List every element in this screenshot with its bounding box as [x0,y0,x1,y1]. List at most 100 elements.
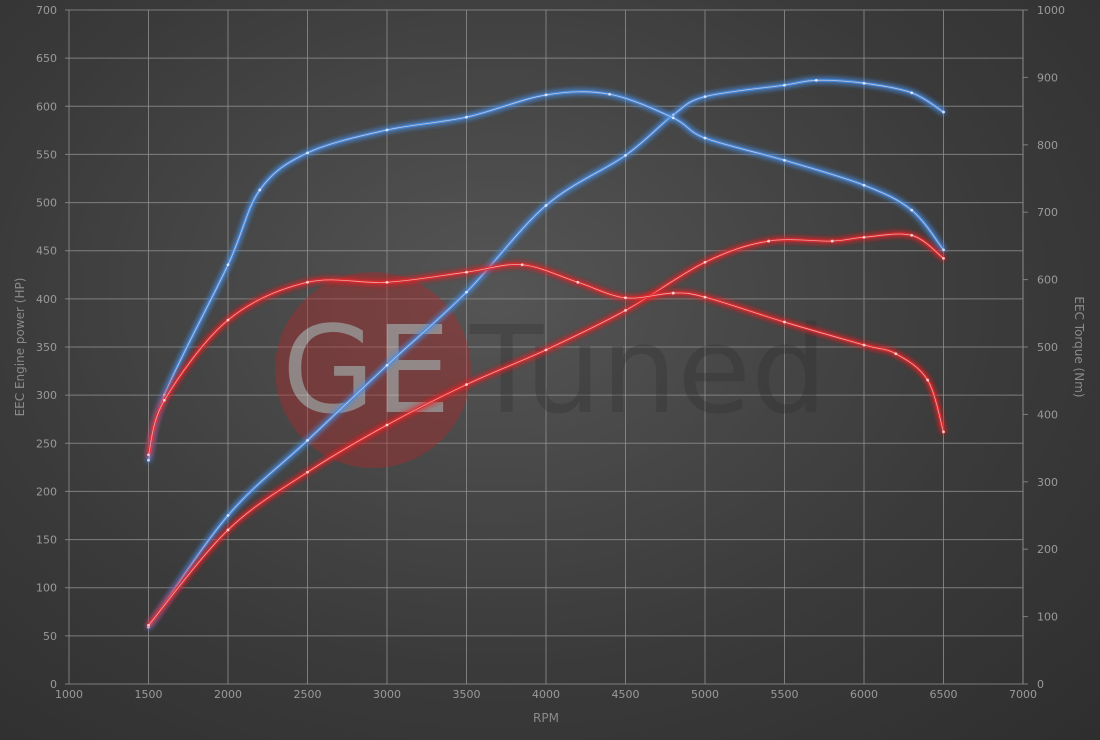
data-point [608,92,611,96]
data-point [465,115,468,119]
y2-tick-label: 600 [1037,274,1058,287]
data-point [862,81,866,85]
data-point [910,208,914,212]
y2-tick-label: 900 [1037,71,1058,84]
grid [65,9,1028,685]
y-tick-label: 500 [36,197,57,210]
series-tuned-torque [147,90,945,462]
data-point [942,110,945,114]
data-point [703,260,707,264]
data-point [830,239,834,243]
y-tick-label: 200 [36,485,57,498]
data-point [942,248,945,252]
y-tick-label: 400 [36,293,57,306]
x-tick-label: 2000 [214,688,242,701]
y2-tick-label: 0 [1037,678,1044,691]
x-axis-label: RPM [533,711,559,725]
y2-tick-label: 400 [1037,408,1058,421]
data-point [544,204,548,207]
data-point [465,270,468,274]
data-point [147,458,150,462]
y-tick-label: 350 [36,341,57,354]
data-point [306,280,309,284]
data-point [671,113,675,117]
y-tick-label: 50 [43,630,57,643]
y2-tick-label: 100 [1037,611,1058,624]
data-point [465,290,468,294]
data-point [926,378,929,382]
watermark-logo: GE Tuned [275,272,827,468]
x-tick-label: 6000 [850,688,878,701]
y2-axis-label: EEC Torque (Nm) [1072,296,1086,397]
x-tick-label: 3500 [453,688,481,701]
y2-tick-label: 1000 [1037,4,1065,17]
data-point [544,93,548,97]
data-point [671,116,675,120]
y-tick-label: 550 [36,148,57,161]
data-point [306,151,309,155]
series-tuned-power [147,78,945,629]
data-point [226,514,230,517]
y-tick-label: 650 [36,52,57,65]
series-line-core [148,233,944,626]
x-tick-label: 5000 [691,688,719,701]
data-point [544,348,548,352]
data-point [703,136,707,140]
data-point [226,318,230,322]
y2-tick-label: 500 [1037,341,1058,354]
data-point [147,453,150,457]
series-stock-power [147,232,945,627]
y-tick-label: 250 [36,437,57,450]
data-point [624,296,627,300]
x-tick-label: 4000 [532,688,560,701]
x-tick-label: 7000 [1009,688,1037,701]
data-point [862,235,866,239]
series-stock-torque [147,262,945,457]
data-point [226,528,230,532]
data-point [385,423,389,427]
y-tick-label: 150 [36,534,57,547]
y-tick-label: 300 [36,389,57,402]
y-tick-label: 100 [36,582,57,595]
y2-tick-label: 700 [1037,206,1058,219]
y-axis-label: EEC Engine power (HP) [13,278,27,417]
y-tick-label: 450 [36,245,57,258]
data-point [258,188,262,192]
data-point [862,343,866,347]
y2-tick-label: 300 [1037,476,1058,489]
x-tick-label: 1500 [135,688,163,701]
data-point [894,352,898,356]
data-point [783,320,786,324]
x-tick-label: 6500 [930,688,958,701]
data-point [624,153,627,157]
data-point [385,128,389,132]
y-tick-label: 700 [36,4,57,17]
data-point [163,393,166,397]
data-point [576,280,580,284]
data-point [910,91,914,95]
data-point [942,257,945,260]
x-tick-label: 5500 [771,688,799,701]
data-point [783,158,786,162]
x-tick-label: 1000 [55,688,83,701]
data-point [385,280,389,284]
data-point [306,470,309,474]
x-tick-label: 2500 [294,688,322,701]
data-point [306,438,309,442]
series-line-core [148,264,944,455]
svg-text:GE: GE [282,302,451,441]
data-point [465,383,468,386]
data-point [147,623,150,627]
data-point [520,263,524,267]
series-line-core [148,79,944,628]
data-point [671,291,675,295]
svg-text:Tuned: Tuned [469,302,827,441]
data-point [226,263,230,267]
y-tick-label: 0 [50,678,57,691]
data-point [163,398,166,402]
data-point [767,239,770,243]
x-tick-label: 3000 [373,688,401,701]
data-point [703,95,707,99]
y2-tick-label: 200 [1037,543,1058,556]
